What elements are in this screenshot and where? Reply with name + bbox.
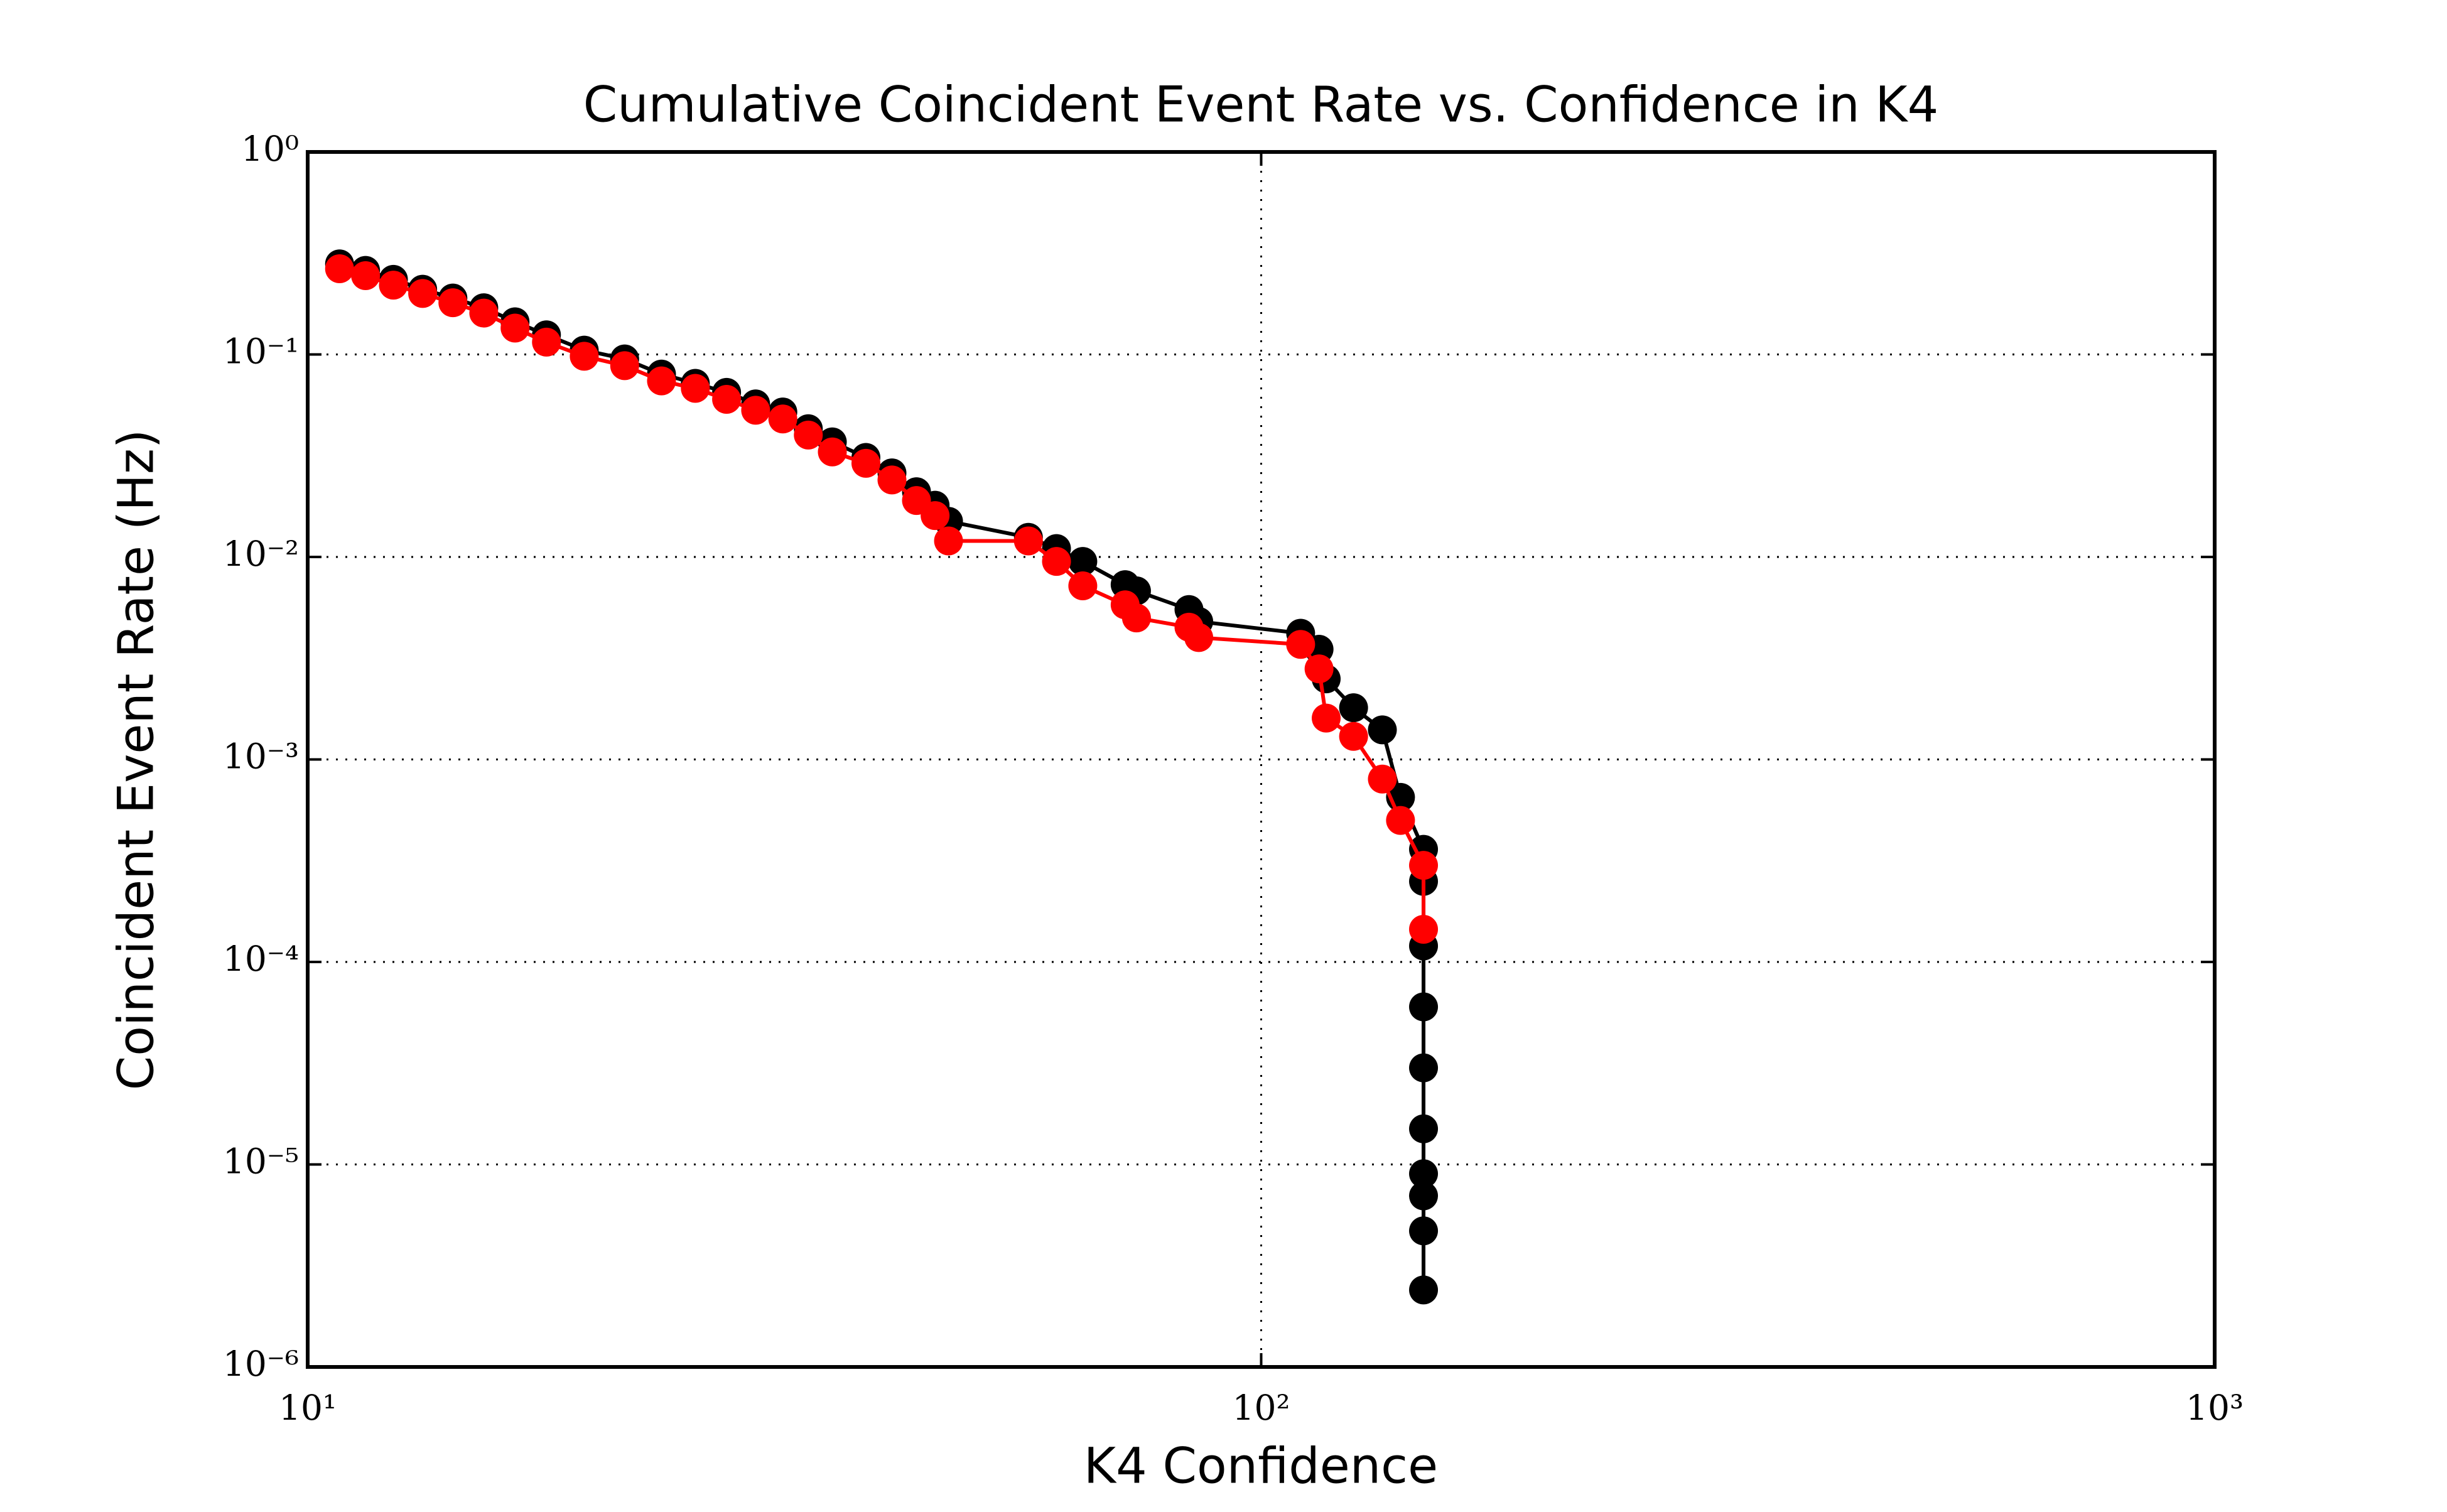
axes-frame [306,150,2217,1369]
data-point [1409,1181,1439,1211]
y-tick-label: 10⁰ [241,129,299,169]
y-tick-label: 10⁻⁴ [223,939,299,979]
data-point [1409,992,1439,1022]
data-point [1013,526,1043,556]
data-point [851,448,881,478]
data-point [1409,851,1439,880]
data-point [469,298,499,328]
data-point [1386,806,1415,835]
data-point [379,271,408,300]
data-point [1409,914,1439,944]
data-point [1121,603,1151,633]
x-tick-label: 10² [1232,1388,1290,1428]
data-point [1184,623,1214,652]
data-point [532,327,561,357]
data-point [1068,547,1098,576]
y-tick-label: 10⁻¹ [223,332,299,372]
y-tick-label: 10⁻⁶ [223,1344,299,1384]
data-point [1068,571,1098,601]
data-point [1339,693,1368,723]
x-tick-label: 10¹ [279,1388,337,1428]
chart-title: Cumulative Coincident Event Rate vs. Con… [583,77,1938,133]
data-point [712,385,742,414]
data-point [438,288,468,318]
data-point [794,420,823,450]
data-point [408,279,438,308]
data-point [818,437,847,467]
data-point [647,366,676,396]
data-point [1304,654,1334,684]
plot-area: 10¹ 10² 10³ 10⁻⁶ 10⁻⁵ 10⁻⁴ 10⁻³ 10⁻² 10⁻¹ 10⁰ [223,129,2244,1428]
data-point [1409,1216,1439,1246]
data-point [681,374,710,403]
data-point [1368,715,1397,745]
data-point [1368,764,1397,794]
data-point [1409,1159,1439,1189]
data-point [570,342,599,371]
data-point [1339,721,1368,751]
data-point [500,313,530,343]
y-tick-label: 10⁻² [223,534,299,574]
data-point [325,254,354,284]
x-axis-label: K4 Confidence [1084,1438,1438,1494]
y-axis-label: Coincident Event Rate (Hz) [108,429,165,1091]
data-point [741,396,770,425]
data-point [934,526,963,556]
y-tick-label: 10⁻³ [223,737,299,777]
data-point [1312,703,1341,733]
data-point [1409,1275,1439,1305]
data-point [610,351,639,381]
data-point [921,501,950,531]
data-point [351,261,381,290]
y-tick-label: 10⁻⁵ [223,1142,299,1182]
data-point [1409,1114,1439,1143]
data-point [768,404,797,434]
data-point [1286,630,1315,659]
data-point [877,465,907,495]
x-tick-label: 10³ [2186,1388,2244,1428]
series-line [339,262,1426,1290]
data-point [1409,1053,1439,1083]
data-point [1042,547,1071,576]
